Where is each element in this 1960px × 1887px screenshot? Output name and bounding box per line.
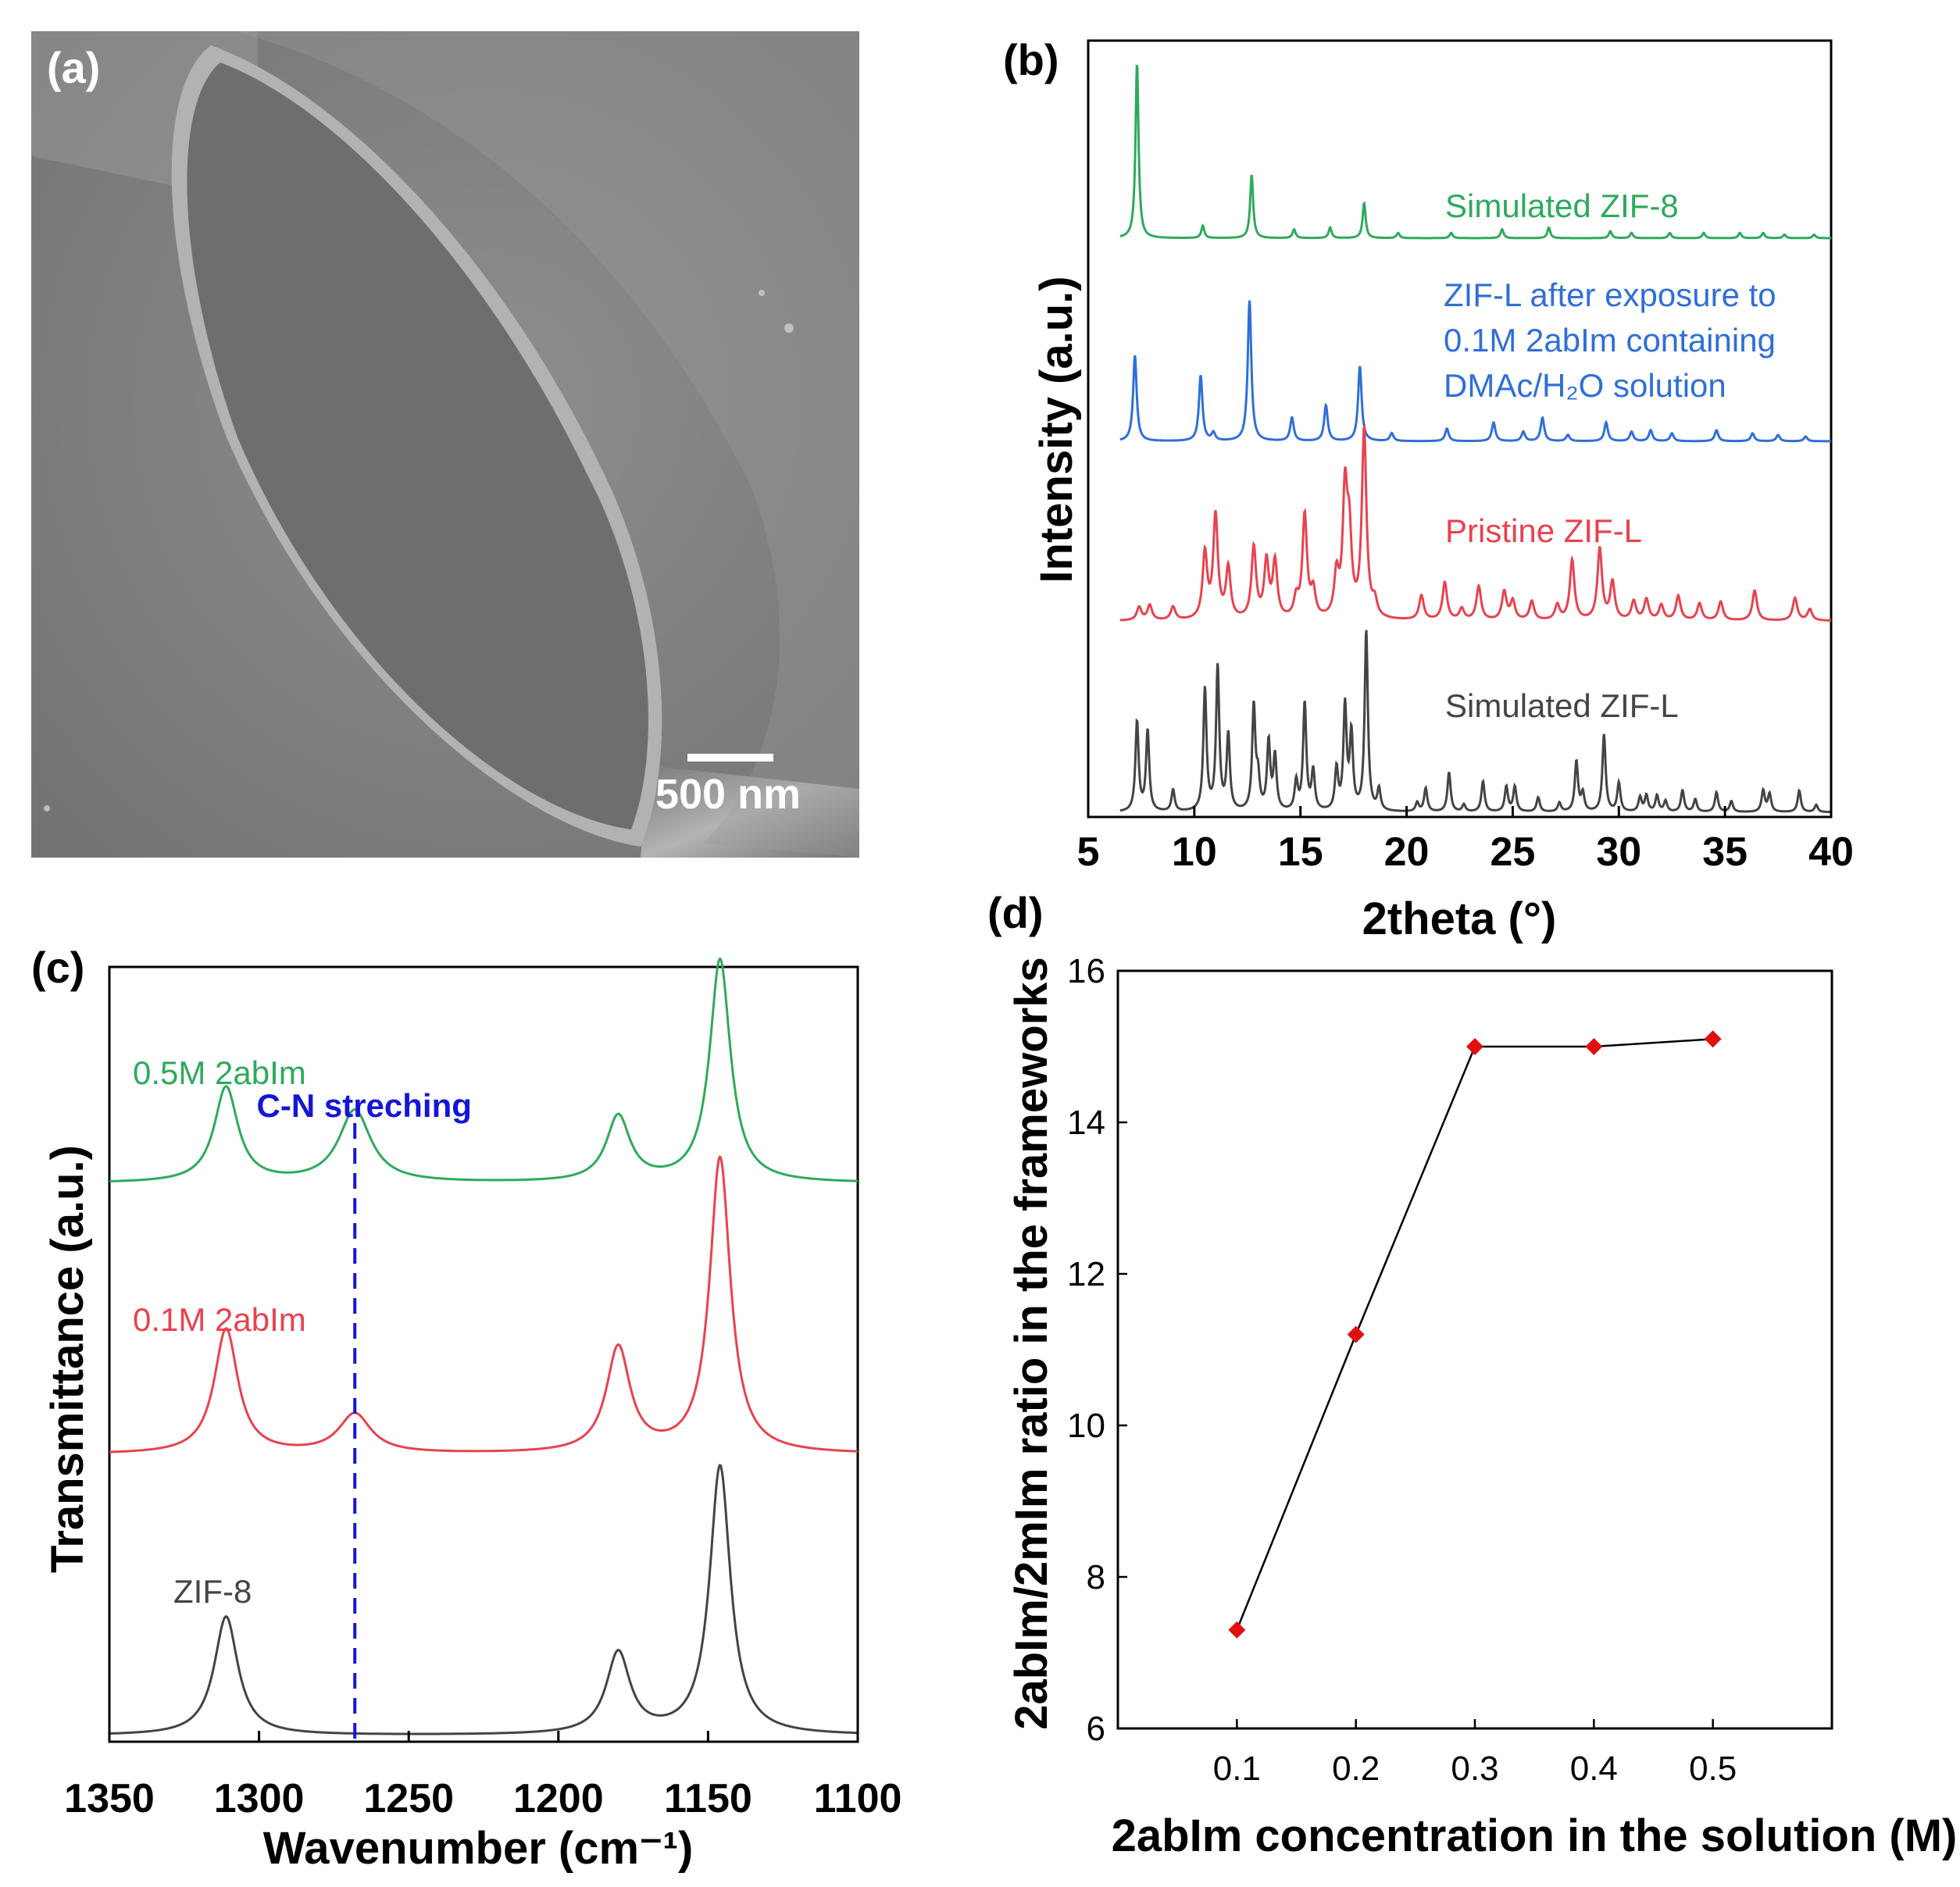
plot-frame-c <box>108 965 859 1743</box>
panel-label-b: (b) <box>1003 35 1059 84</box>
series-label-zif-l-exposed-line-1: ZIF-L after exposure to <box>1444 276 1776 313</box>
panel-label-d: (d) <box>987 888 1044 937</box>
panel-d: (d) 0.1 0.2 0.3 0.4 0.5 6 8 10 12 14 16 2abIm conc… <box>987 888 1957 1861</box>
data-point <box>1228 1621 1246 1639</box>
sem-crystal-halo <box>234 31 859 858</box>
x-tick-label-d: 0.5 <box>1689 1750 1737 1788</box>
x-tick-label-d: 0.3 <box>1451 1750 1498 1788</box>
y-tick-label-d: 12 <box>1067 1255 1105 1293</box>
x-tick-label-b: 15 <box>1278 829 1323 875</box>
panel-label-a: (a) <box>47 43 100 92</box>
y-tick-label-d: 8 <box>1087 1558 1105 1596</box>
y-tick-label-d: 6 <box>1087 1710 1105 1748</box>
series-group-c <box>109 957 858 1735</box>
scale-bar <box>687 754 773 762</box>
x-tick-label-c: 1150 <box>664 1776 752 1821</box>
sem-crystal-body <box>187 62 648 829</box>
panel-c: (c) C-N streching 0.5M 2abIm 0.1M 2abIm … <box>31 943 901 1874</box>
ir-curve-gray <box>109 1464 858 1735</box>
plot-frame-d <box>1116 969 1833 1730</box>
ir-curve-green <box>109 957 858 1182</box>
xrd-curve-blue <box>1119 300 1831 443</box>
xrd-curve-green <box>1119 64 1831 240</box>
x-tick-label-b: 5 <box>1077 829 1100 875</box>
y-axis-title-d: 2abIm/2mIm ratio in the frameworks <box>1006 957 1057 1730</box>
x-tick-label-b: 40 <box>1808 829 1854 875</box>
x-tick-label-c: 1200 <box>513 1776 604 1821</box>
series-label-zif-l-exposed-line-2: 0.1M 2abIm containing <box>1444 322 1776 358</box>
x-axis-title-d: 2abIm concentration in the solution (M) <box>1112 1810 1958 1861</box>
data-point <box>1585 1038 1603 1055</box>
panel-a: 500 nm (a) <box>31 31 859 858</box>
x-tick-label-b: 30 <box>1596 829 1641 875</box>
x-tick-label-d: 0.4 <box>1570 1750 1618 1788</box>
x-axis-title-c: Wavenumber (cm⁻¹) <box>263 1823 694 1874</box>
x-tick-label-b: 10 <box>1172 829 1217 875</box>
x-tick-label-d: 0.2 <box>1332 1750 1380 1788</box>
series-label-simulated-zif-l: Simulated ZIF-L <box>1445 687 1679 724</box>
data-point <box>1466 1038 1483 1055</box>
plot-frame-b <box>1087 39 1833 819</box>
y-tick-label-d: 16 <box>1067 952 1105 990</box>
ir-curve-red <box>109 1155 858 1454</box>
x-tick-label-c: 1250 <box>363 1776 454 1821</box>
ratio-connecting-line <box>1236 1038 1713 1631</box>
panel-b: (b) 5 10 15 20 25 30 35 40 Simulated ZIF-8 ZIF-… <box>1003 35 1854 944</box>
y-tick-label-d: 10 <box>1067 1407 1105 1445</box>
xrd-curve-red <box>1119 423 1831 622</box>
series-label-0-1m: 0.1M 2abIm <box>133 1301 306 1338</box>
xrd-curve-gray <box>1119 630 1831 814</box>
series-label-0-5m: 0.5M 2abIm <box>133 1054 306 1091</box>
axis-ticks-d: 0.1 0.2 0.3 0.4 0.5 6 8 10 12 14 16 <box>1067 952 1737 1788</box>
series-label-simulated-zif8: Simulated ZIF-8 <box>1445 187 1679 224</box>
series-group-b <box>1119 64 1831 814</box>
sem-image-streak-bottom <box>641 765 859 858</box>
x-tick-label-c: 1100 <box>814 1776 902 1821</box>
x-tick-label-b: 35 <box>1702 829 1748 875</box>
y-tick-label-d: 14 <box>1067 1104 1105 1142</box>
series-label-zif8: ZIF-8 <box>173 1573 252 1610</box>
scale-bar-label: 500 nm <box>655 771 801 818</box>
x-axis-ticks-b: 5 10 15 20 25 30 35 40 <box>1077 806 1854 875</box>
ratio-data-points <box>1228 1030 1722 1639</box>
x-tick-label-c: 1300 <box>214 1776 305 1821</box>
series-label-zif-l-exposed-line-3: DMAc/H₂O solution <box>1444 367 1726 404</box>
x-axis-ticks-c: 1350 1300 1250 1200 1150 1100 <box>64 1731 901 1821</box>
cn-stretching-label: C-N streching <box>257 1087 472 1124</box>
y-axis-title-c: Transmittance (a.u.) <box>42 1145 93 1573</box>
sem-speck <box>44 805 50 812</box>
y-axis-title-b: Intensity (a.u.) <box>1031 276 1082 583</box>
panel-label-c: (c) <box>31 943 84 992</box>
sem-speck <box>759 290 765 296</box>
x-tick-label-b: 25 <box>1491 829 1536 875</box>
sem-speck <box>784 323 794 333</box>
x-tick-label-c: 1350 <box>64 1776 155 1821</box>
x-tick-label-d: 0.1 <box>1213 1750 1261 1788</box>
x-axis-title-b: 2theta (°) <box>1362 894 1557 944</box>
x-tick-label-b: 20 <box>1384 829 1430 875</box>
series-label-pristine-zif-l: Pristine ZIF-L <box>1445 512 1642 549</box>
data-point <box>1704 1030 1722 1048</box>
data-point <box>1347 1325 1365 1343</box>
